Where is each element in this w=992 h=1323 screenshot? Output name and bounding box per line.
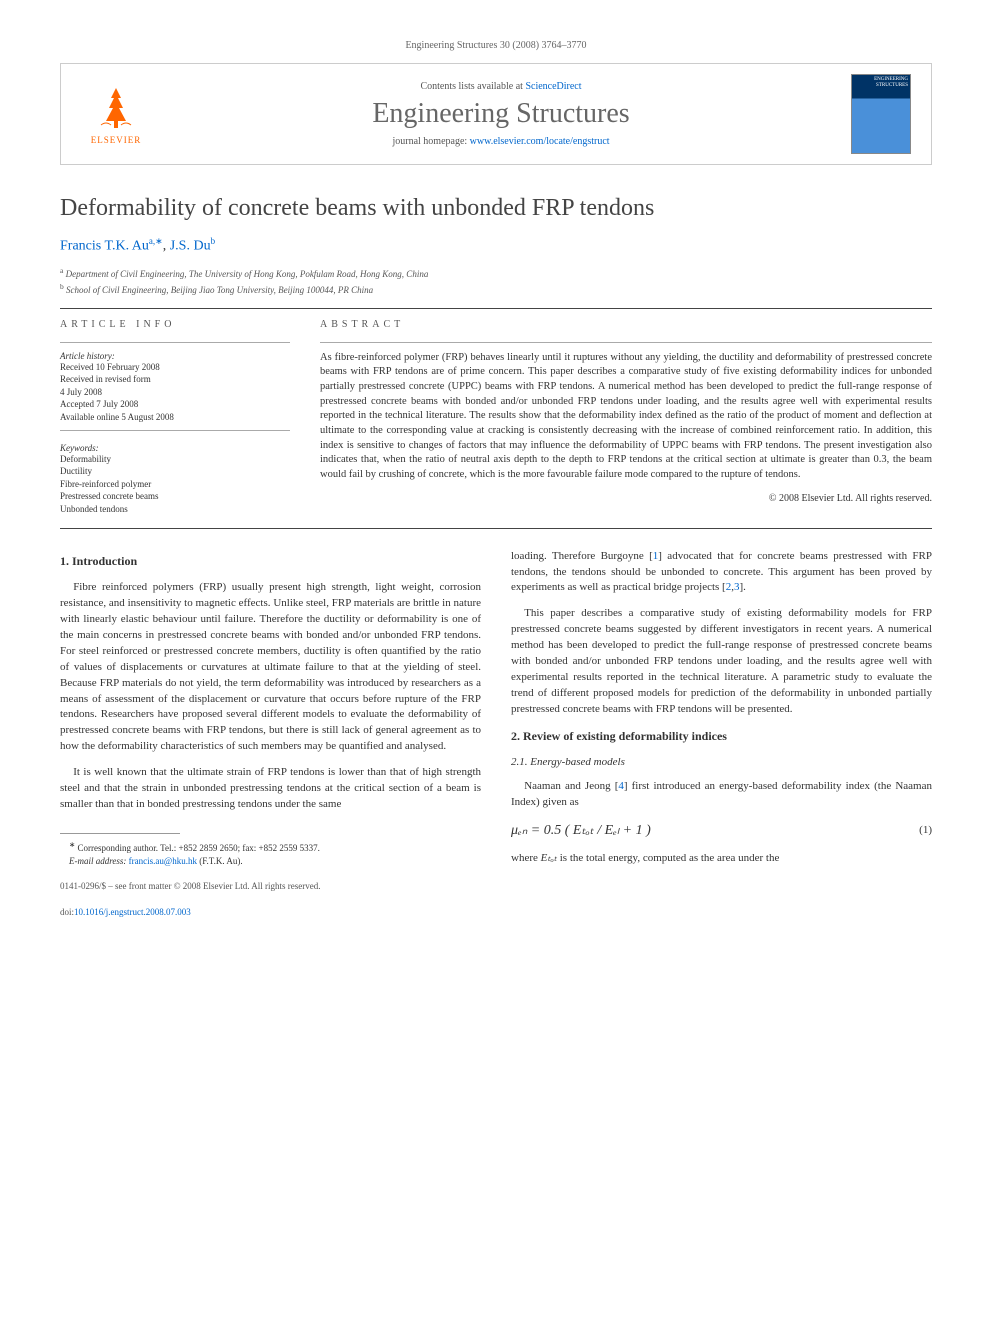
- abstract-text: As fibre-reinforced polymer (FRP) behave…: [320, 351, 932, 483]
- abstract-sub-divider: [320, 342, 932, 343]
- elsevier-tree-icon: [91, 83, 141, 133]
- equation-1-number: (1): [919, 823, 932, 839]
- email-label: E-mail address:: [69, 856, 126, 866]
- history-item: Received 10 February 2008: [60, 361, 290, 374]
- citation-bar: Engineering Structures 30 (2008) 3764–37…: [60, 40, 932, 51]
- p6b: is the total energy, computed as the are…: [557, 852, 779, 864]
- body-p3: loading. Therefore Burgoyne [1] advocate…: [511, 549, 932, 597]
- keyword-item: Unbonded tendons: [60, 503, 290, 516]
- history-label: Article history:: [60, 351, 290, 361]
- journal-cover-thumb: ENGINEERING STRUCTURES: [851, 74, 911, 154]
- homepage-link[interactable]: www.elsevier.com/locate/engstruct: [470, 136, 610, 147]
- history-item: 4 July 2008: [60, 386, 290, 399]
- email-link[interactable]: francis.au@hku.hk: [129, 856, 197, 866]
- footer-copyright: 0141-0296/$ – see front matter © 2008 El…: [60, 881, 481, 893]
- equation-1-row: μₑₙ = 0.5 ( Eₜₒₜ / Eₑₗ + 1 ) (1): [511, 821, 932, 841]
- keyword-item: Deformability: [60, 453, 290, 466]
- body-p5: Naaman and Jeong [4] first introduced an…: [511, 779, 932, 811]
- affiliation-b-text: School of Civil Engineering, Beijing Jia…: [66, 285, 373, 295]
- corresponding-footnote: ∗ Corresponding author. Tel.: +852 2859 …: [60, 840, 481, 855]
- email-footnote: E-mail address: francis.au@hku.hk (F.T.K…: [60, 855, 481, 868]
- article-info-column: ARTICLE INFO Article history: Received 1…: [60, 319, 290, 516]
- right-column: loading. Therefore Burgoyne [1] advocate…: [511, 549, 932, 919]
- sciencedirect-link[interactable]: ScienceDirect: [525, 81, 581, 92]
- info-sub-divider-2: [60, 430, 290, 431]
- body-p6: where Eₜₒₜ is the total energy, computed…: [511, 851, 932, 867]
- p6a: where: [511, 852, 541, 864]
- header-center: Contents lists available at ScienceDirec…: [151, 81, 851, 147]
- body-columns: 1. Introduction Fibre reinforced polymer…: [60, 549, 932, 919]
- cover-text: ENGINEERING STRUCTURES: [852, 77, 908, 88]
- keyword-item: Fibre-reinforced polymer: [60, 478, 290, 491]
- body-p2: It is well known that the ultimate strai…: [60, 765, 481, 813]
- author-2-link[interactable]: J.S. Du: [170, 239, 211, 254]
- affiliation-a-text: Department of Civil Engineering, The Uni…: [66, 269, 429, 279]
- authors-line: Francis T.K. Aua,∗, J.S. Dub: [60, 236, 932, 255]
- heading-introduction: 1. Introduction: [60, 553, 481, 570]
- footer-doi: doi:10.1016/j.engstruct.2008.07.003: [60, 907, 481, 919]
- article-info-label: ARTICLE INFO: [60, 319, 290, 330]
- author-1-sup[interactable]: a,∗: [149, 236, 163, 246]
- elsevier-logo: ELSEVIER: [81, 74, 151, 154]
- abstract-column: ABSTRACT As fibre-reinforced polymer (FR…: [320, 319, 932, 516]
- info-abstract-row: ARTICLE INFO Article history: Received 1…: [60, 319, 932, 516]
- doi-link[interactable]: 10.1016/j.engstruct.2008.07.003: [74, 907, 191, 917]
- journal-homepage: journal homepage: www.elsevier.com/locat…: [151, 136, 851, 147]
- p3a: loading. Therefore Burgoyne [: [511, 550, 653, 562]
- info-sub-divider: [60, 342, 290, 343]
- history-item: Received in revised form: [60, 373, 290, 386]
- history-item: Available online 5 August 2008: [60, 411, 290, 424]
- author-2-sup[interactable]: b: [211, 236, 216, 246]
- lists-prefix: Contents lists available at: [420, 81, 525, 92]
- abstract-label: ABSTRACT: [320, 319, 932, 330]
- p6-var: Eₜₒₜ: [541, 852, 557, 864]
- journal-name: Engineering Structures: [151, 98, 851, 130]
- homepage-prefix: journal homepage:: [392, 136, 469, 147]
- divider-top: [60, 308, 932, 309]
- keyword-item: Ductility: [60, 465, 290, 478]
- journal-header-box: ELSEVIER Contents lists available at Sci…: [60, 63, 932, 165]
- subheading-energy: 2.1. Energy-based models: [511, 755, 932, 771]
- affiliation-b: b School of Civil Engineering, Beijing J…: [60, 281, 932, 298]
- affiliations: a Department of Civil Engineering, The U…: [60, 265, 932, 298]
- lists-available: Contents lists available at ScienceDirec…: [151, 81, 851, 92]
- corr-text: Corresponding author. Tel.: +852 2859 26…: [78, 843, 320, 853]
- affiliation-a: a Department of Civil Engineering, The U…: [60, 265, 932, 282]
- email-person: (F.T.K. Au).: [197, 856, 243, 866]
- equation-1: μₑₙ = 0.5 ( Eₜₒₜ / Eₑₗ + 1 ): [511, 821, 651, 841]
- article-title: Deformability of concrete beams with unb…: [60, 195, 932, 222]
- keywords-label: Keywords:: [60, 443, 290, 453]
- body-p4: This paper describes a comparative study…: [511, 606, 932, 718]
- divider-bottom: [60, 528, 932, 529]
- author-sep: ,: [163, 239, 170, 254]
- doi-prefix: doi:: [60, 907, 74, 917]
- p5a: Naaman and Jeong [: [524, 780, 618, 792]
- left-column: 1. Introduction Fibre reinforced polymer…: [60, 549, 481, 919]
- p3c: ].: [739, 581, 745, 593]
- heading-review: 2. Review of existing deformability indi…: [511, 728, 932, 745]
- footnote-separator: [60, 833, 180, 834]
- author-1-link[interactable]: Francis T.K. Au: [60, 239, 149, 254]
- elsevier-label: ELSEVIER: [91, 135, 142, 145]
- body-p1: Fibre reinforced polymers (FRP) usually …: [60, 580, 481, 755]
- abstract-copyright: © 2008 Elsevier Ltd. All rights reserved…: [320, 493, 932, 504]
- keyword-item: Prestressed concrete beams: [60, 490, 290, 503]
- history-item: Accepted 7 July 2008: [60, 398, 290, 411]
